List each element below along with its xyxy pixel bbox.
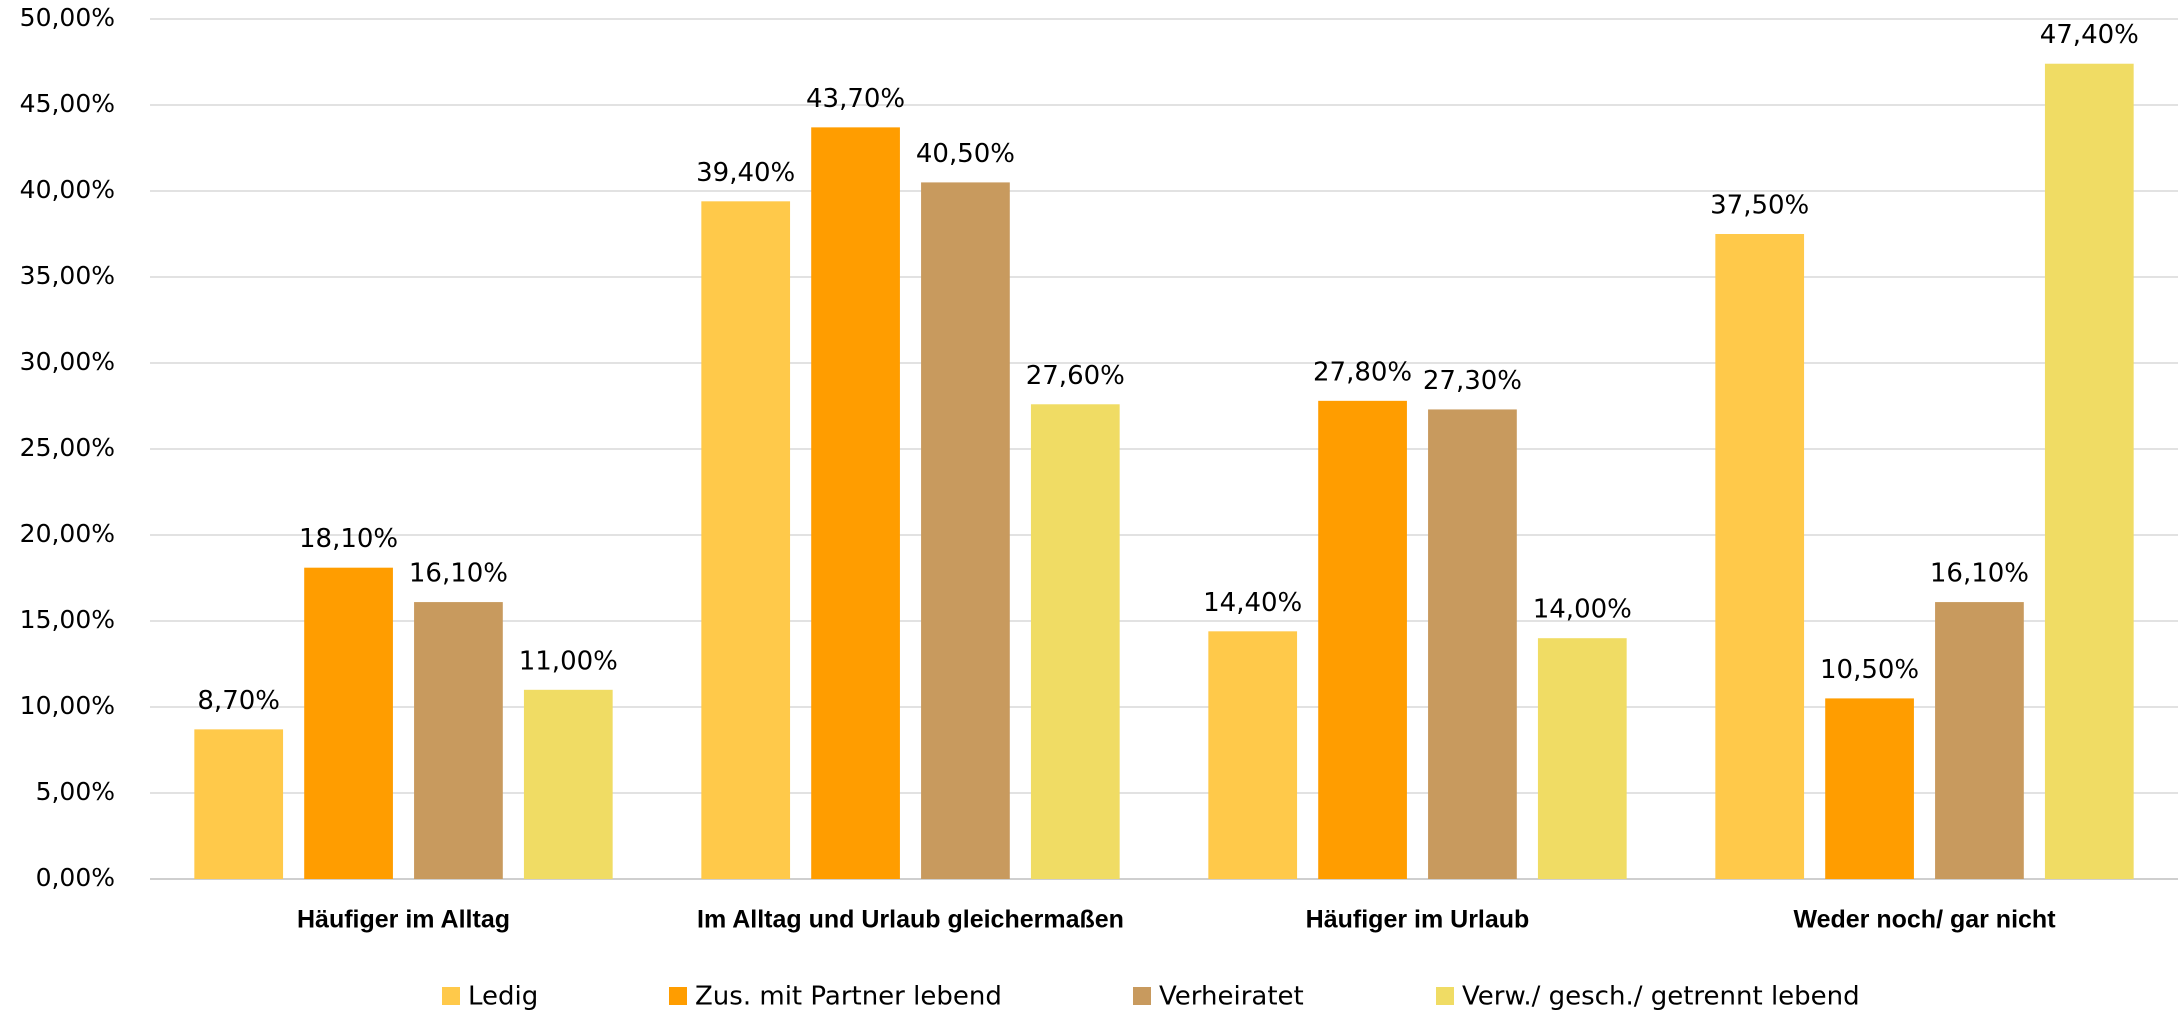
legend-label: Ledig bbox=[468, 982, 538, 1012]
value-label: 27,30% bbox=[1423, 366, 1522, 396]
bar bbox=[1537, 638, 1627, 879]
bar bbox=[1428, 409, 1517, 879]
legend-swatch bbox=[1436, 987, 1454, 1005]
value-label: 47,40% bbox=[2040, 20, 2139, 50]
bar bbox=[1825, 698, 1914, 879]
y-tick-label: 15,00% bbox=[20, 605, 115, 634]
y-tick-label: 10,00% bbox=[20, 691, 115, 720]
bar bbox=[1318, 400, 1407, 879]
value-label: 37,50% bbox=[1710, 191, 1809, 221]
y-tick-label: 20,00% bbox=[20, 519, 115, 548]
bar bbox=[811, 127, 900, 880]
value-label: 27,80% bbox=[1313, 357, 1412, 387]
y-tick-label: 25,00% bbox=[20, 433, 115, 462]
legend-label: Verw./ gesch./ getrennt lebend bbox=[1462, 982, 1860, 1012]
x-tick-label: Häufiger im Alltag bbox=[297, 906, 510, 934]
value-label: 10,50% bbox=[1820, 655, 1919, 685]
y-tick-label: 40,00% bbox=[20, 175, 115, 204]
value-label: 14,00% bbox=[1533, 595, 1632, 625]
bar bbox=[194, 729, 284, 879]
bar bbox=[523, 689, 613, 879]
x-tick-label: Im Alltag und Urlaub gleichermaßen bbox=[697, 906, 1124, 934]
bar bbox=[1208, 631, 1298, 879]
y-tick-label: 35,00% bbox=[20, 261, 115, 290]
bar bbox=[304, 567, 393, 879]
value-label: 18,10% bbox=[299, 524, 398, 554]
y-tick-label: 50,00% bbox=[20, 3, 115, 32]
legend-swatch bbox=[669, 987, 687, 1005]
value-label: 16,10% bbox=[1930, 559, 2029, 589]
y-tick-label: 30,00% bbox=[20, 347, 115, 376]
value-label: 40,50% bbox=[916, 139, 1015, 169]
bar bbox=[414, 602, 503, 879]
bar bbox=[701, 201, 791, 879]
y-tick-label: 45,00% bbox=[20, 89, 115, 118]
value-label: 8,70% bbox=[197, 686, 280, 716]
x-tick-label: Weder noch/ gar nicht bbox=[1793, 906, 2056, 934]
bar bbox=[1030, 404, 1120, 879]
bar bbox=[921, 182, 1010, 879]
value-label: 43,70% bbox=[806, 84, 905, 114]
legend-label: Verheiratet bbox=[1159, 982, 1304, 1012]
value-label: 16,10% bbox=[409, 559, 508, 589]
bar bbox=[2044, 63, 2134, 880]
legend-label: Zus. mit Partner lebend bbox=[695, 982, 1002, 1012]
value-label: 11,00% bbox=[519, 646, 618, 676]
value-label: 27,60% bbox=[1026, 361, 1125, 391]
legend-swatch bbox=[442, 987, 460, 1005]
x-tick-label: Häufiger im Urlaub bbox=[1306, 906, 1530, 934]
bar bbox=[1715, 234, 1805, 879]
legend-swatch bbox=[1133, 987, 1151, 1005]
bar bbox=[1935, 602, 2024, 879]
value-label: 14,40% bbox=[1203, 588, 1302, 618]
value-label: 39,40% bbox=[696, 158, 795, 188]
y-tick-label: 0,00% bbox=[36, 863, 115, 892]
y-tick-label: 5,00% bbox=[36, 777, 115, 806]
